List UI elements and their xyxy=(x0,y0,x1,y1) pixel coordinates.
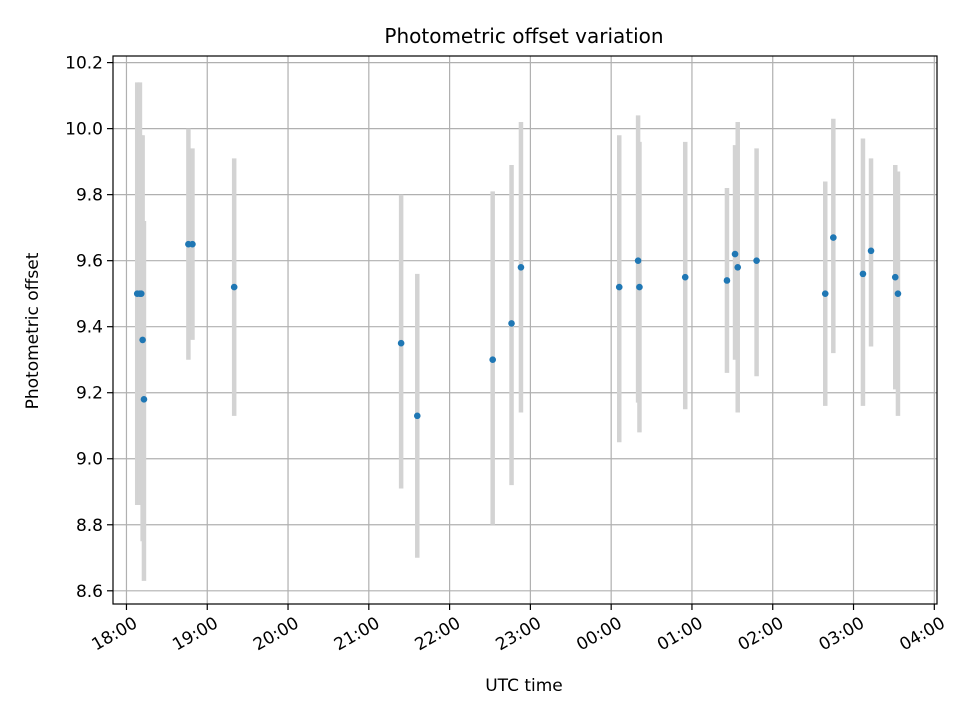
data-point xyxy=(230,283,238,291)
data-point xyxy=(891,273,899,281)
grid xyxy=(113,56,937,604)
data-point xyxy=(821,290,829,297)
y-tick-label: 9.8 xyxy=(76,186,103,206)
y-tick-label: 9.4 xyxy=(76,318,103,338)
data-point xyxy=(867,247,875,255)
y-tick-label: 8.8 xyxy=(76,516,103,536)
y-tick-label: 9.0 xyxy=(76,450,103,470)
data-point xyxy=(137,290,145,297)
y-axis-label: Photometric offset xyxy=(23,252,43,409)
data-point xyxy=(489,356,496,364)
data-point xyxy=(753,257,760,264)
data-point xyxy=(413,412,421,420)
data-point xyxy=(517,263,525,271)
data-point xyxy=(189,240,196,248)
data-point xyxy=(508,320,515,327)
data-point xyxy=(894,290,902,297)
x-axis-label: UTC time xyxy=(485,676,563,696)
data-point xyxy=(140,396,148,403)
y-tick-label: 9.2 xyxy=(76,384,103,404)
y-tick-label: 10.0 xyxy=(65,120,103,140)
y-tick-label: 9.6 xyxy=(76,252,103,272)
data-point xyxy=(681,273,689,281)
data-point xyxy=(734,263,742,271)
data-point xyxy=(615,283,623,291)
data-point xyxy=(397,339,405,347)
data-points xyxy=(133,234,902,420)
chart-title: Photometric offset variation xyxy=(384,24,663,48)
data-point xyxy=(859,270,867,278)
y-tick-label: 8.6 xyxy=(76,582,103,602)
data-point xyxy=(731,250,739,258)
data-point xyxy=(830,234,837,241)
data-point xyxy=(634,257,642,264)
data-point xyxy=(636,283,643,291)
data-point xyxy=(139,336,146,344)
plot-frame xyxy=(112,55,938,605)
data-point xyxy=(723,277,731,284)
y-tick-label: 10.2 xyxy=(65,54,103,74)
